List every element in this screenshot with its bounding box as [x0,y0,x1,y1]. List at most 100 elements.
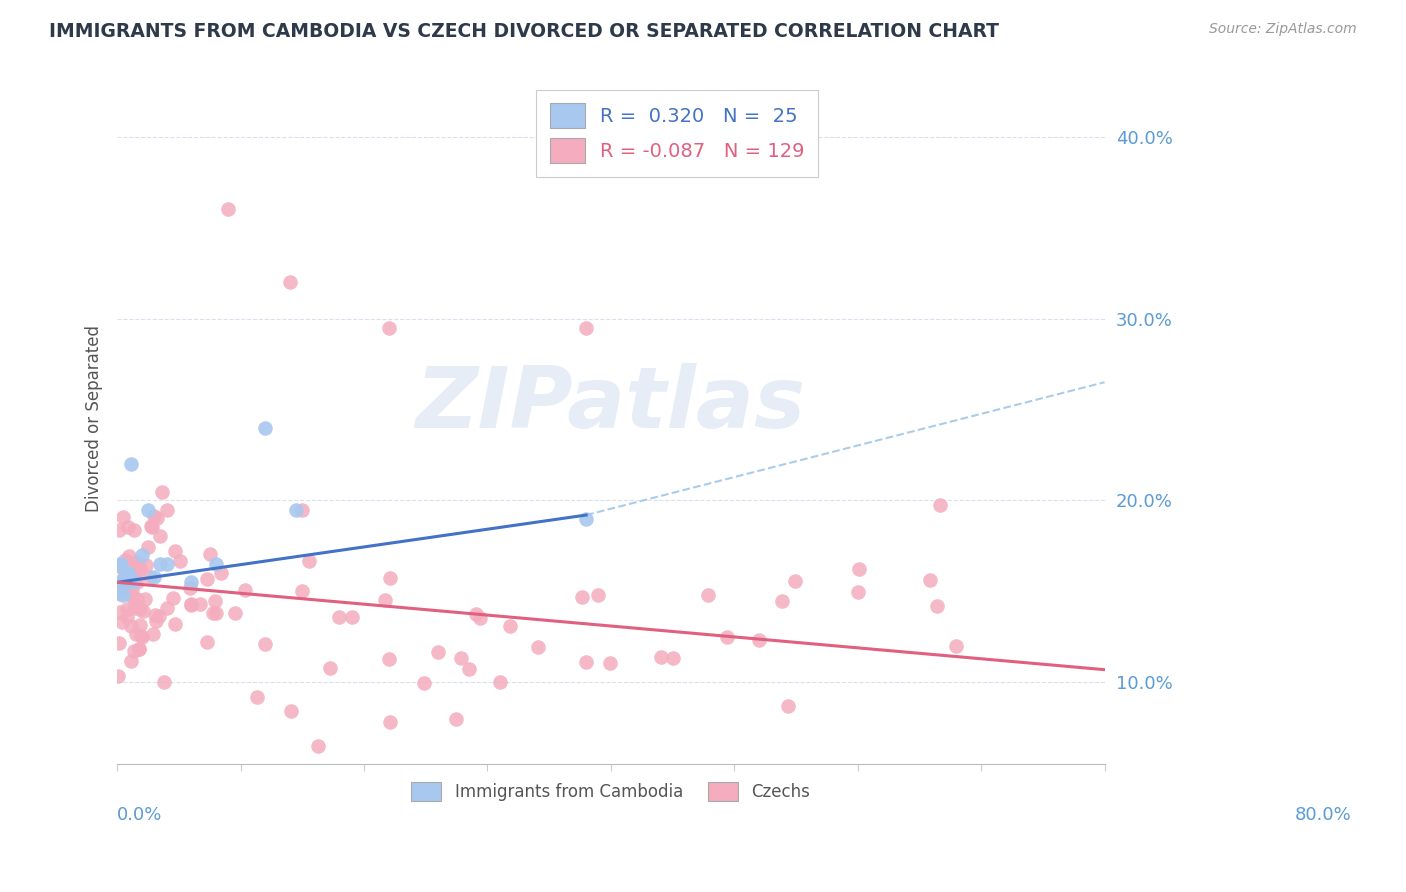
Point [945,640,967,654]
Point [108,557,131,571]
Point [298,554,321,568]
Point [328,610,350,624]
Point [121,583,143,598]
Point [118,549,141,563]
Point [114,566,136,581]
Point [114,569,136,583]
Point [118,570,141,584]
Point [179,581,201,595]
Point [450,651,472,665]
Point [661,650,683,665]
Point [108,575,131,590]
Point [125,566,148,580]
Point [131,548,153,562]
Point [195,634,218,648]
Point [696,588,718,602]
Point [198,548,221,562]
Point [129,617,152,632]
Point [114,573,136,587]
Point [110,615,132,629]
Text: 0.0%: 0.0% [117,805,163,823]
Point [285,502,308,516]
Point [127,591,149,606]
Point [846,585,869,599]
Point [120,457,142,471]
Point [575,511,598,525]
Point [444,712,467,726]
Point [112,575,135,590]
Text: Source: ZipAtlas.com: Source: ZipAtlas.com [1209,22,1357,37]
Point [125,555,148,569]
Point [413,676,436,690]
Point [120,571,142,585]
Point [488,674,510,689]
Point [307,739,329,753]
Point [925,599,948,613]
Point [122,523,145,537]
Point [136,540,159,554]
Point [115,575,138,590]
Point [224,606,246,620]
Point [107,580,129,594]
Point [233,582,256,597]
Point [599,657,621,671]
Point [342,610,364,624]
Point [280,704,302,718]
Point [180,598,202,612]
Point [125,558,148,572]
Point [134,591,156,606]
Point [928,498,950,512]
Point [125,627,148,641]
Point [278,275,301,289]
Legend: Immigrants from Cambodia, Czechs: Immigrants from Cambodia, Czechs [405,775,817,808]
Point [571,590,593,604]
Point [246,690,269,705]
Y-axis label: Divorced or Separated: Divorced or Separated [86,325,103,512]
Point [716,630,738,644]
Point [125,575,148,590]
Point [108,587,131,601]
Point [770,594,793,608]
Point [112,563,135,577]
Point [139,570,162,584]
Point [146,510,169,524]
Point [377,320,399,334]
Point [124,592,146,607]
Point [180,597,202,611]
Point [465,607,488,622]
Point [575,320,598,334]
Point [153,674,176,689]
Point [129,562,152,576]
Point [204,594,226,608]
Point [374,593,396,607]
Point [499,619,522,633]
Point [155,557,177,571]
Point [165,544,187,558]
Point [163,617,186,632]
Point [122,575,145,590]
Point [117,566,139,581]
Point [468,611,491,625]
Point [150,485,173,500]
Point [778,698,800,713]
Point [108,605,131,619]
Point [129,629,152,643]
Point [142,626,165,640]
Text: IMMIGRANTS FROM CAMBODIA VS CZECH DIVORCED OR SEPARATED CORRELATION CHART: IMMIGRANTS FROM CAMBODIA VS CZECH DIVORC… [49,22,1000,41]
Point [205,606,228,620]
Point [145,614,167,628]
Point [112,510,135,524]
Point [380,571,402,585]
Point [141,520,163,534]
Point [748,632,770,647]
Point [121,589,143,603]
Point [121,654,143,668]
Point [112,588,135,602]
Point [217,202,239,217]
Point [110,557,132,571]
Point [149,557,172,571]
Point [783,574,806,588]
Point [129,601,152,615]
Point [110,584,132,599]
Point [114,552,136,566]
